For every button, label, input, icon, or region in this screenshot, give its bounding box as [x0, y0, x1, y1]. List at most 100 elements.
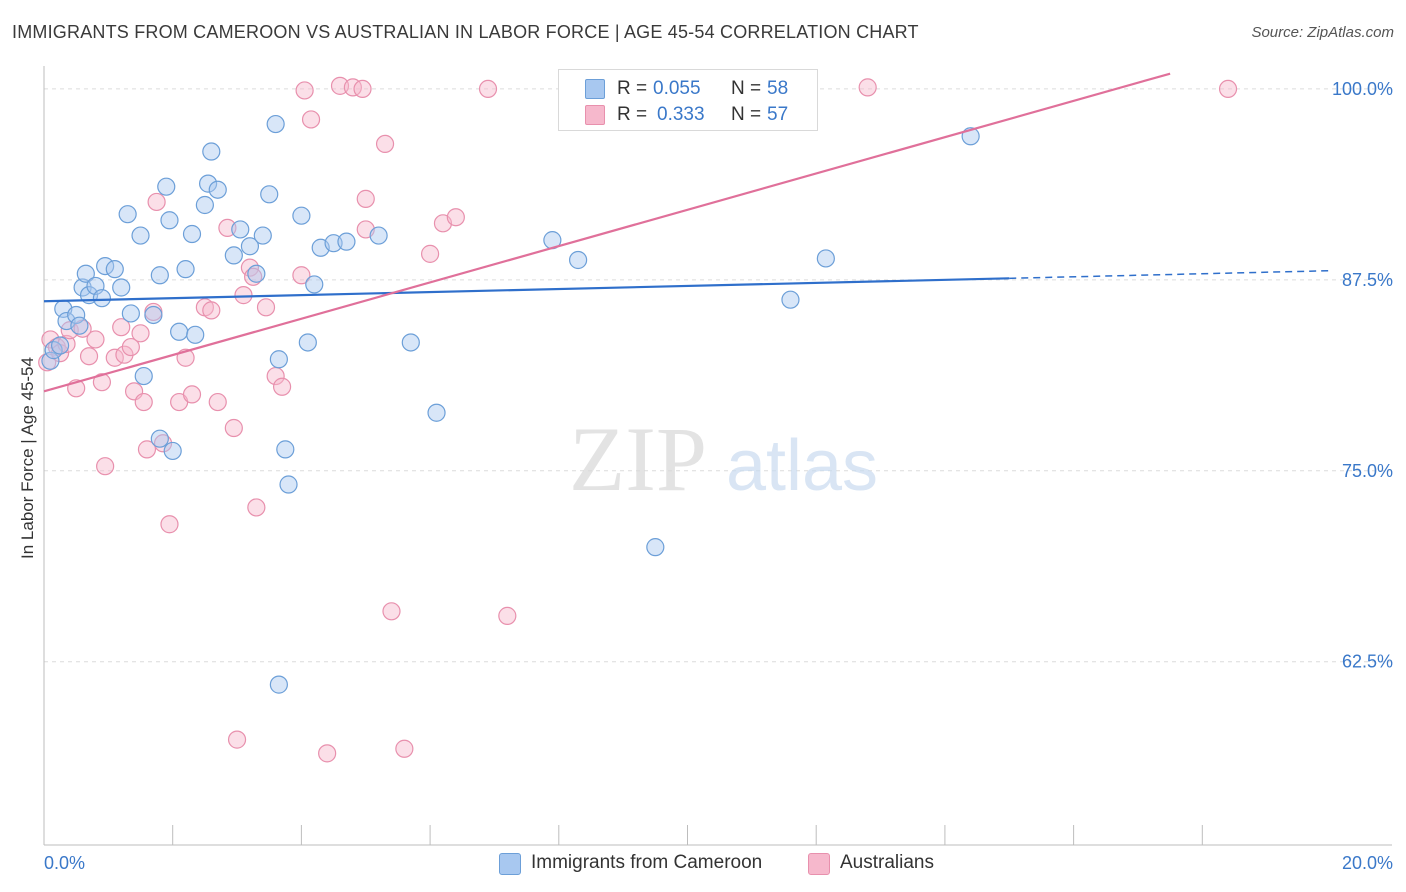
australians-point: [92, 373, 112, 392]
cameroon-point: [195, 195, 214, 215]
watermark-zip: ZIP: [569, 408, 707, 510]
cameroon-point: [240, 237, 260, 256]
australians-point: [147, 192, 166, 212]
australians-point: [160, 515, 179, 534]
australians-point: [244, 267, 263, 286]
cameroon-point: [70, 316, 89, 335]
legend-n-value: 58: [767, 78, 789, 99]
bottom-legend-label: Australians: [840, 852, 934, 873]
x-tick-label: 20.0%: [1342, 853, 1393, 873]
legend-n-label: N =: [731, 104, 762, 125]
cameroon-point: [253, 226, 272, 245]
cameroon-point: [160, 211, 179, 230]
australians-point: [202, 301, 221, 320]
australians-point: [79, 347, 99, 366]
australians-point: [498, 606, 517, 625]
cameroon-point: [176, 260, 195, 279]
australians-point: [478, 79, 498, 99]
legend-r-value: 0.055: [653, 78, 701, 99]
cameroon-point: [92, 289, 112, 308]
cameroon-point: [121, 304, 140, 323]
australians-point: [134, 392, 153, 412]
cameroon-point: [369, 226, 388, 245]
cameroon-point: [231, 220, 250, 239]
cameroon-point: [163, 441, 182, 461]
source-label: Source: ZipAtlas.com: [1251, 24, 1394, 41]
bottom-legend-swatch-blue: [499, 853, 521, 875]
australians-point: [112, 318, 131, 337]
chart-title: IMMIGRANTS FROM CAMEROON VS AUSTRALIAN I…: [12, 22, 919, 42]
cameroon-point: [208, 180, 227, 199]
australians-point: [208, 392, 227, 412]
australians-point: [96, 457, 115, 476]
australians-points: [38, 76, 1238, 763]
bottom-legend-swatch-pink: [808, 853, 830, 875]
cameroon-point: [202, 142, 221, 161]
australians-point: [86, 330, 105, 349]
axes: [43, 66, 1392, 846]
gridlines: [44, 88, 1392, 663]
trend-lines: [43, 72, 1332, 393]
cameroon-point: [269, 675, 288, 694]
cameroon-point: [337, 232, 356, 251]
watermark-atlas: atlas: [726, 426, 878, 506]
cameroon-point: [76, 264, 95, 283]
australians-point: [121, 337, 140, 357]
cameroon-point: [131, 226, 150, 245]
x-tick-label: 0.0%: [44, 853, 85, 873]
cameroon-point: [646, 538, 665, 557]
y-tick-label: 62.5%: [1342, 652, 1393, 672]
y-tick-label: 100.0%: [1332, 79, 1393, 99]
cameroon-point: [105, 260, 124, 279]
cameroon-point: [170, 322, 189, 341]
cameroon-point: [112, 278, 131, 297]
cameroon-point: [150, 266, 169, 285]
australians-point: [382, 602, 401, 621]
cameroon-point: [276, 440, 295, 459]
cameroon-points: [41, 114, 980, 694]
australians-point: [446, 208, 465, 227]
australians-point: [137, 440, 157, 459]
cameroon-point: [292, 206, 311, 225]
cameroon-point: [260, 185, 279, 204]
cameroon-point: [198, 174, 218, 193]
cameroon-point: [118, 205, 137, 224]
cameroon-point: [144, 305, 163, 325]
australians-point: [292, 266, 311, 285]
cameroon-point: [427, 403, 446, 422]
cameroon-point: [41, 351, 60, 370]
tick-labels: 100.0% 87.5% 75.0% 62.5% 0.0% 20.0%: [44, 79, 1393, 873]
australians-point: [356, 189, 375, 208]
australians-point: [858, 78, 877, 97]
legend-r-label: R =: [617, 104, 648, 125]
cameroon-point: [186, 325, 205, 344]
legend-n-label: N =: [731, 78, 762, 99]
cameroon-point: [50, 336, 70, 355]
australians-point: [247, 498, 266, 517]
cameroon-trend-line: [43, 277, 1010, 303]
cameroon-point: [298, 333, 317, 352]
australians-point: [301, 110, 321, 129]
australians-point: [115, 345, 134, 364]
cameroon-point: [816, 249, 835, 268]
cameroon-point: [266, 114, 285, 134]
cameroon-point: [157, 177, 176, 196]
y-tick-label: 87.5%: [1342, 270, 1393, 290]
legend-r-label: R =: [617, 78, 648, 99]
australians-point: [224, 418, 243, 438]
y-tick-label: 75.0%: [1342, 461, 1393, 481]
legend-swatch-pink: [585, 105, 605, 125]
cameroon-point: [569, 250, 588, 270]
cameroon-point: [401, 333, 420, 352]
cameroon-point: [269, 350, 288, 369]
legend-r-value: 0.333: [657, 104, 705, 125]
legend-n-value: 57: [767, 104, 789, 125]
cameroon-point: [224, 246, 243, 265]
cameroon-point: [182, 224, 202, 244]
cameroon-point: [781, 290, 800, 309]
australians-point: [353, 79, 372, 99]
australians-point: [234, 286, 253, 305]
australians-point: [395, 739, 414, 758]
australians-trend-line: [43, 72, 1171, 393]
